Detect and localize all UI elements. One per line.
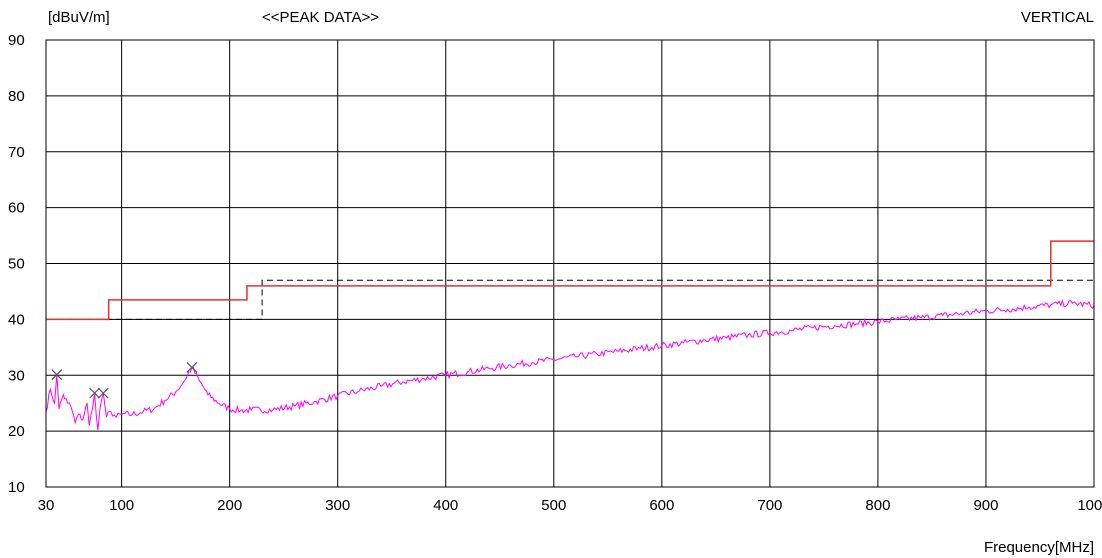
x-tick-label: 700 <box>757 497 782 514</box>
marker-stroke <box>89 387 101 399</box>
x-tick-label: 100 <box>109 497 134 514</box>
marker-stroke <box>51 369 63 381</box>
peak-markers <box>51 362 198 399</box>
polarization-label: VERTICAL <box>1021 9 1094 26</box>
tick-labels: 30 100 200 300 400 500 600 700 800 900 1000 10 20 30 4… <box>8 32 1102 514</box>
peak-marker <box>51 369 63 381</box>
y-tick-label: 30 <box>8 367 25 384</box>
x-tick-label: 900 <box>973 497 998 514</box>
x-tick-label: 800 <box>865 497 890 514</box>
y-tick-label: 10 <box>8 479 25 496</box>
measurement-trace <box>45 298 1095 431</box>
marker-stroke <box>186 362 198 373</box>
peak-marker <box>97 387 109 399</box>
y-tick-label: 90 <box>8 32 25 49</box>
x-axis-label: Frequency[MHz] <box>984 539 1094 556</box>
x-tick-label: 200 <box>217 497 242 514</box>
x-tick-label: 1000 <box>1077 497 1102 514</box>
x-tick-label: 600 <box>649 497 674 514</box>
x-tick-label: 400 <box>433 497 458 514</box>
marker-stroke <box>97 387 109 399</box>
x-tick-label: 30 <box>38 497 55 514</box>
y-tick-label: 60 <box>8 200 25 217</box>
y-tick-label: 20 <box>8 423 25 440</box>
peak-marker <box>186 362 198 373</box>
y-tick-label: 40 <box>8 311 25 328</box>
y-axis-unit-label: [dBuV/m] <box>48 9 110 26</box>
peak-marker <box>89 387 101 399</box>
x-tick-label: 500 <box>541 497 566 514</box>
plot-frame <box>45 39 1095 488</box>
y-tick-label: 50 <box>8 256 25 273</box>
y-tick-label: 80 <box>8 88 25 105</box>
x-tick-label: 300 <box>325 497 350 514</box>
limit-line <box>46 240 1094 321</box>
grid <box>45 39 1095 488</box>
y-tick-label: 70 <box>8 144 25 161</box>
limit-lines <box>46 240 1094 321</box>
chart-title: <<PEAK DATA>> <box>262 9 379 26</box>
measurement-line <box>45 298 1095 431</box>
